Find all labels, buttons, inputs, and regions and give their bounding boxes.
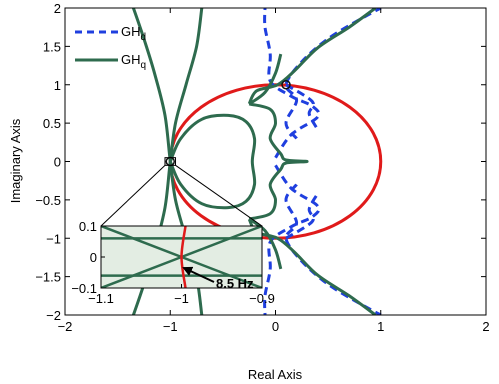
series-gh-q-branch-4 [247, 8, 377, 105]
series-gh-q-branch-7 [248, 217, 283, 270]
y-tick-label: 1 [54, 78, 61, 93]
x-axis-label: Real Axis [248, 367, 303, 382]
inset-x-tick-label: −0.9 [249, 291, 275, 306]
main-extras [100, 80, 291, 227]
inset-x-tick-label: −1.1 [88, 291, 114, 306]
callout-arrow [182, 266, 215, 283]
inset-y-tick-label: 0 [90, 250, 97, 265]
legend-gh-q-label: GHq [121, 52, 146, 71]
y-tick-label: 0 [54, 155, 61, 170]
series-gh-q-branch-6 [248, 53, 283, 106]
x-tick-label: −2 [58, 319, 73, 334]
y-axis-label: Imaginary Axis [8, 118, 23, 203]
x-tick-label: −1 [163, 319, 178, 334]
y-tick-label: −1 [46, 231, 61, 246]
inset-line-4 [180, 226, 187, 288]
zoom-box [164, 157, 177, 166]
series-gh-d-branch-3 [263, 8, 321, 159]
y-tick-label: 1.5 [43, 39, 61, 54]
marker-0 [281, 80, 291, 90]
series-gh-d-branch-2 [263, 164, 321, 315]
y-tick-label: 0.5 [43, 116, 61, 131]
series-gh-q-branch-3 [248, 102, 309, 221]
inset-x-tick-label: −1 [174, 291, 189, 306]
series-gh-q-branch-2 [168, 113, 257, 210]
zoom-connector-left [100, 164, 166, 227]
inset-ticks: −1.1 −1 −0.9 0.1 0 −0.1 [71, 219, 275, 306]
zoom-connector-right [175, 164, 263, 227]
y-tick-label: −1.5 [35, 270, 61, 285]
series-gh-d-branch-4 [285, 83, 319, 131]
inset: −1.1 −1 −0.9 0.1 0 −0.1 8.5 Hz [71, 219, 275, 306]
x-tick-label: 2 [482, 319, 489, 334]
y-tick-label: −2 [46, 308, 61, 323]
inset-curves [101, 226, 262, 288]
y-tick-label: −0.5 [35, 193, 61, 208]
legend-gh-d-label: GHd [121, 24, 146, 43]
legend: GHd GHq [75, 24, 146, 71]
x-tick-label: 1 [377, 319, 384, 334]
main-ticks: −2 −1 0 1 2 2 1.5 1 0.5 0 −0.5 −1 −1.5 −2 [35, 1, 489, 334]
callout-label: 8.5 Hz [216, 276, 254, 291]
series-gh-d-branch-5 [285, 192, 319, 240]
inset-y-tick-label: −0.1 [71, 281, 97, 296]
x-tick-label: 0 [272, 319, 279, 334]
inset-y-tick-label: 0.1 [79, 219, 97, 234]
y-tick-label: 2 [54, 1, 61, 16]
